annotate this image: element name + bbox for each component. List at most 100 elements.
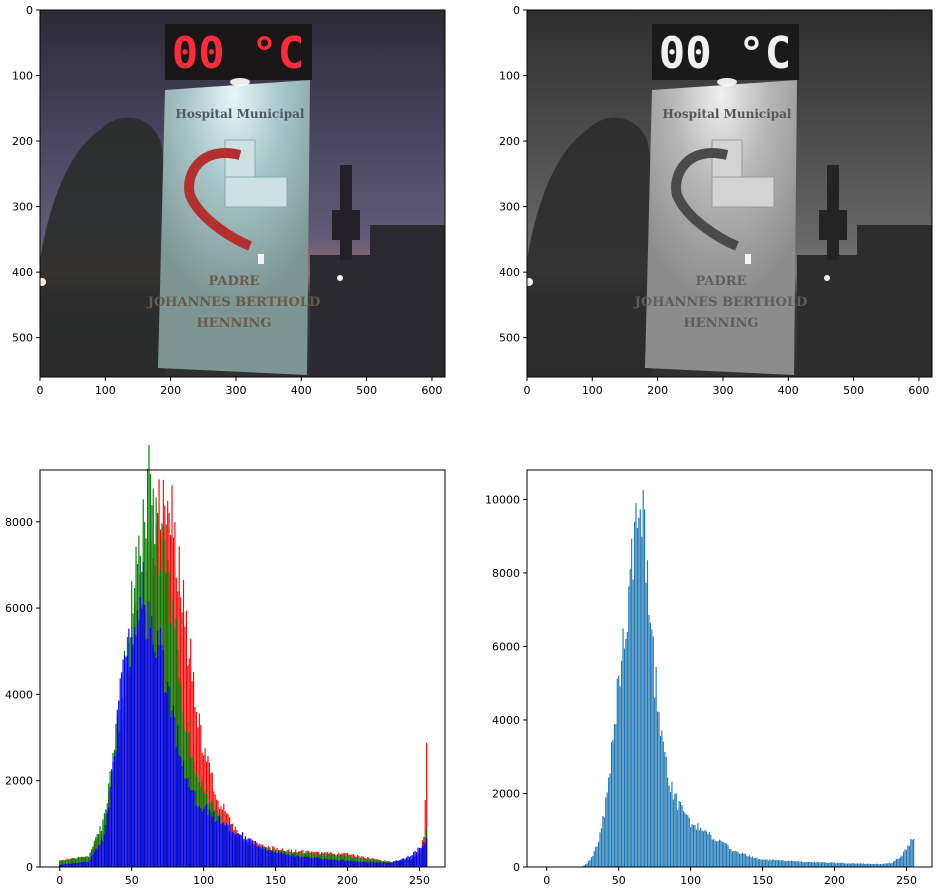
histogram-bar — [724, 842, 726, 867]
histogram-bar — [354, 861, 356, 867]
histogram-bar — [675, 793, 677, 867]
histogram-bar — [138, 619, 140, 867]
histogram-bar — [862, 863, 864, 867]
histogram-bar — [646, 560, 649, 867]
histogram-bar — [695, 829, 697, 867]
histogram-bar — [116, 709, 118, 867]
histogram-bar — [141, 608, 143, 867]
histogram-bar — [266, 850, 268, 867]
histogram-bar — [812, 862, 814, 867]
histogram-bar — [776, 859, 778, 867]
histogram-bar — [287, 855, 290, 867]
histogram-bar — [221, 823, 223, 867]
histogram-bar — [273, 852, 275, 867]
histogram-bar — [609, 773, 611, 867]
histogram-bar — [898, 858, 900, 867]
histogram-bar — [423, 842, 425, 867]
histogram-bar — [759, 858, 761, 867]
histogram-bar — [298, 855, 300, 867]
histogram-bar — [108, 807, 110, 867]
histogram-bar — [59, 860, 61, 867]
histogram-bar — [118, 700, 120, 867]
histogram-bar — [190, 790, 192, 867]
histogram-bar — [230, 824, 232, 867]
histogram-bar — [380, 862, 382, 867]
histogram-bar — [132, 644, 134, 867]
histogram-bar — [644, 509, 646, 867]
histogram-bar — [592, 855, 594, 867]
histogram-bar — [599, 832, 601, 867]
histogram-bar — [808, 861, 810, 867]
histogram-bar — [833, 862, 836, 867]
histogram-bar — [80, 862, 82, 867]
histogram-bar — [131, 636, 133, 867]
histogram-bar — [619, 686, 621, 867]
histogram-bar — [602, 815, 604, 867]
gray-histogram-axes — [526, 469, 933, 868]
histogram-bar — [894, 860, 896, 867]
histogram-bar — [809, 861, 811, 867]
histogram-bar — [707, 834, 709, 867]
histogram-bar — [111, 770, 113, 867]
histogram-bar — [309, 858, 311, 867]
histogram-bar — [600, 828, 603, 867]
histogram-bar — [672, 799, 674, 867]
histogram-bar — [185, 779, 187, 867]
histogram-bar — [142, 561, 144, 867]
histogram-bar — [339, 860, 341, 867]
histogram-bar — [636, 528, 638, 867]
histogram-bar — [371, 861, 373, 867]
histogram-bar — [681, 805, 683, 867]
histogram-bar — [169, 717, 172, 867]
histogram-bar — [188, 787, 190, 867]
histogram-bar — [662, 741, 664, 867]
histogram-bar — [593, 851, 595, 867]
histogram-bar — [214, 821, 216, 867]
histogram-bar — [668, 785, 670, 867]
gray-sign-line-2: JOHANNES BERTHOLD — [634, 295, 808, 310]
histogram-bar — [887, 863, 889, 867]
histogram-bar — [754, 857, 756, 867]
x-tick-label: 300 — [712, 384, 733, 397]
histogram-bar — [408, 856, 410, 867]
histogram-bar — [213, 811, 215, 867]
gray-sign-line-1: PADRE — [696, 274, 747, 289]
histogram-bar — [63, 863, 65, 867]
histogram-bar — [129, 666, 131, 867]
histogram-bar — [82, 862, 84, 867]
histogram-bar — [256, 842, 258, 867]
histogram-bar — [385, 862, 387, 867]
histogram-bar — [113, 756, 116, 867]
histogram-bar — [819, 862, 821, 867]
histogram-bar — [835, 863, 837, 867]
histogram-bar — [698, 830, 700, 867]
histogram-bar — [395, 860, 398, 867]
histogram-bar — [881, 864, 883, 867]
histogram-bar — [787, 860, 790, 867]
histogram-bar — [352, 861, 354, 867]
histogram-bar — [269, 849, 271, 867]
histogram-bar — [167, 681, 169, 867]
histogram-bar — [82, 856, 84, 867]
histogram-bar — [652, 636, 654, 867]
histogram-bar — [331, 859, 333, 867]
histogram-bar — [171, 710, 173, 867]
histogram-bar — [828, 862, 830, 867]
histogram-bar — [164, 692, 166, 867]
histogram-bar — [796, 861, 798, 867]
histogram-bar — [871, 863, 873, 867]
histogram-bar — [155, 658, 157, 867]
histogram-bar — [267, 850, 269, 867]
histogram-bar — [410, 855, 412, 867]
histogram-bar — [746, 855, 748, 867]
x-tick-label: 100 — [582, 384, 603, 397]
histogram-bar — [75, 862, 77, 867]
histogram-bar — [280, 852, 282, 867]
histogram-bar — [77, 856, 80, 867]
histogram-bar — [792, 861, 794, 867]
histogram-bar — [806, 862, 808, 867]
histogram-bar — [234, 834, 236, 867]
histogram-bar — [691, 824, 693, 867]
histogram-bar — [390, 862, 392, 867]
